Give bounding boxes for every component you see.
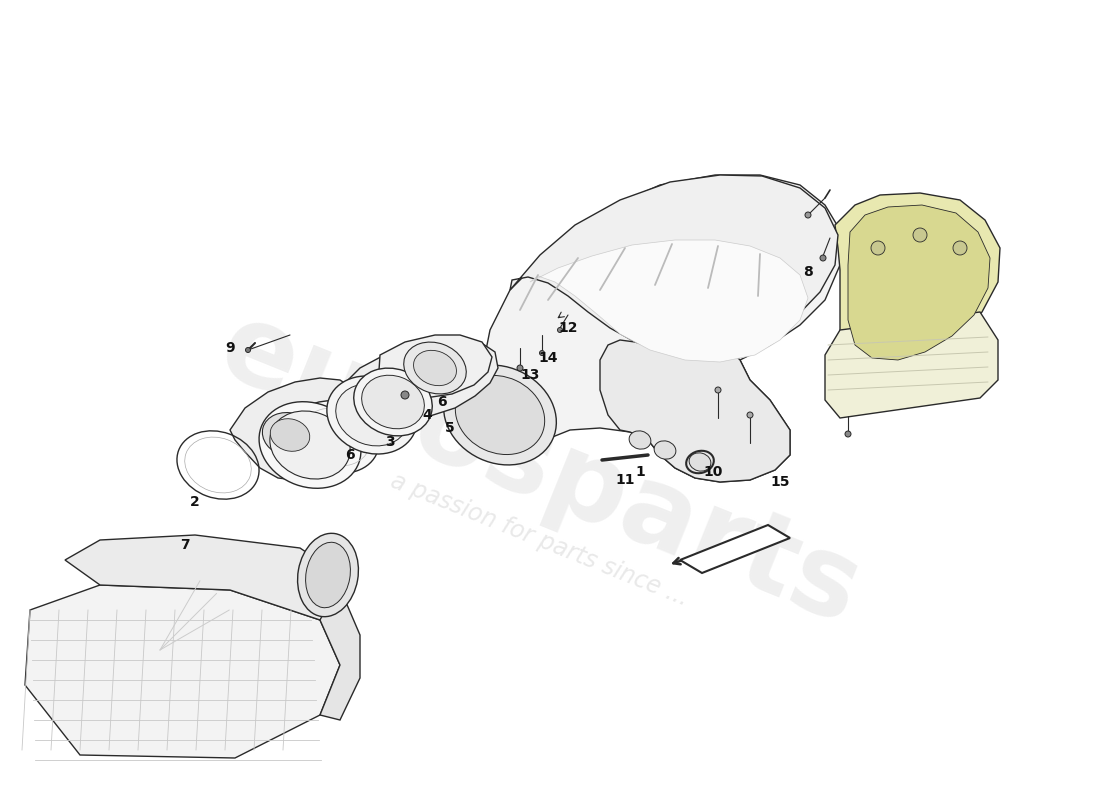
Polygon shape [680, 525, 790, 573]
Text: 10: 10 [703, 465, 723, 479]
Polygon shape [510, 175, 838, 355]
Text: 4: 4 [422, 408, 432, 422]
Text: a passion for parts since ...: a passion for parts since ... [387, 469, 693, 611]
Polygon shape [600, 340, 790, 482]
Text: 13: 13 [520, 368, 540, 382]
Ellipse shape [404, 342, 466, 394]
Polygon shape [25, 585, 340, 758]
Ellipse shape [270, 411, 350, 479]
Polygon shape [230, 378, 352, 480]
Polygon shape [825, 312, 998, 418]
Circle shape [558, 327, 562, 333]
Ellipse shape [271, 418, 310, 451]
Circle shape [715, 387, 720, 393]
Circle shape [953, 241, 967, 255]
Polygon shape [65, 535, 345, 620]
Circle shape [747, 412, 754, 418]
Ellipse shape [654, 441, 675, 459]
Ellipse shape [455, 375, 544, 454]
Ellipse shape [293, 401, 380, 473]
Text: 12: 12 [558, 321, 578, 335]
Circle shape [539, 350, 544, 355]
Ellipse shape [689, 453, 711, 471]
Circle shape [517, 365, 522, 371]
Text: 2: 2 [190, 495, 200, 509]
Polygon shape [378, 335, 492, 398]
Polygon shape [848, 205, 990, 360]
Ellipse shape [327, 376, 417, 454]
Ellipse shape [362, 375, 425, 429]
Ellipse shape [354, 368, 432, 436]
Text: 6: 6 [437, 395, 447, 409]
Polygon shape [340, 338, 498, 420]
Text: 14: 14 [538, 351, 558, 365]
Polygon shape [835, 193, 1000, 372]
Text: 1: 1 [635, 465, 645, 479]
Ellipse shape [298, 534, 359, 617]
Circle shape [245, 347, 251, 353]
Text: 5: 5 [446, 421, 455, 435]
Polygon shape [530, 240, 808, 362]
Text: 9: 9 [226, 341, 234, 355]
Circle shape [805, 212, 811, 218]
Ellipse shape [336, 384, 408, 446]
Circle shape [913, 228, 927, 242]
Circle shape [845, 431, 851, 437]
Text: 15: 15 [770, 475, 790, 489]
Text: 6: 6 [345, 448, 355, 462]
Circle shape [820, 255, 826, 261]
Ellipse shape [414, 350, 456, 386]
Polygon shape [320, 578, 360, 720]
Circle shape [871, 241, 886, 255]
Text: eurosparts: eurosparts [205, 293, 876, 647]
Circle shape [402, 391, 409, 399]
Polygon shape [475, 175, 840, 482]
Text: 11: 11 [615, 473, 635, 487]
Text: 8: 8 [803, 265, 813, 279]
Text: 3: 3 [385, 435, 395, 449]
Ellipse shape [263, 413, 318, 458]
Ellipse shape [260, 402, 361, 488]
Ellipse shape [629, 431, 651, 449]
Text: 7: 7 [180, 538, 190, 552]
Ellipse shape [443, 365, 557, 465]
Ellipse shape [306, 542, 351, 608]
